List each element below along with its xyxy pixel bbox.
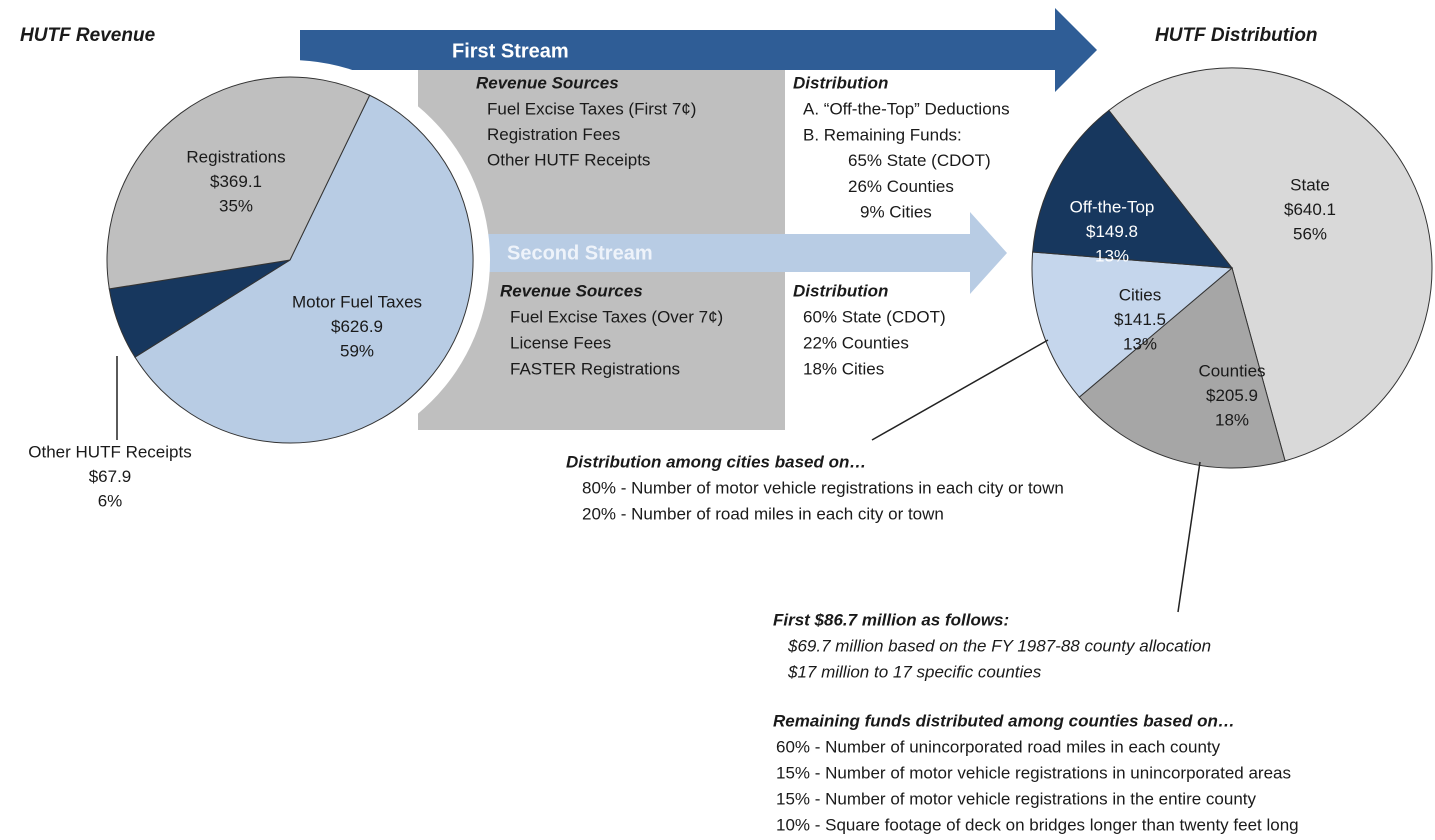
- heading: Revenue Sources: [476, 73, 619, 92]
- list-item: Fuel Excise Taxes (First 7¢): [487, 99, 696, 118]
- pie-title: HUTF Revenue: [20, 25, 156, 46]
- stream-label: First Stream: [452, 40, 569, 62]
- list-item: 60% - Number of unincorporated road mile…: [776, 737, 1221, 756]
- heading: Distribution: [793, 73, 888, 92]
- list-item: 26% Counties: [848, 177, 954, 196]
- pie-slice: [1108, 67, 1433, 462]
- pie-slice: [1032, 109, 1234, 269]
- pie-slice: [1078, 267, 1286, 469]
- list-item: 60% State (CDOT): [803, 307, 946, 326]
- stream-label: Second Stream: [507, 242, 653, 264]
- list-item: 65% State (CDOT): [848, 151, 991, 170]
- slice-label: Registrations: [186, 147, 285, 166]
- heading: Distribution: [793, 281, 888, 300]
- list-item: 22% Counties: [803, 333, 909, 352]
- slice-label: Motor Fuel Taxes: [292, 292, 422, 311]
- slice-label: 13%: [1123, 334, 1157, 353]
- list-item: $69.7 million based on the FY 1987-88 co…: [787, 636, 1211, 655]
- heading: First $86.7 million as follows:: [773, 610, 1009, 629]
- leader-line: [871, 339, 1049, 441]
- pie-slice: [106, 76, 371, 290]
- list-item: 15% - Number of motor vehicle registrati…: [776, 763, 1291, 782]
- slice-label: $205.9: [1206, 386, 1258, 405]
- list-item: Other HUTF Receipts: [487, 150, 650, 169]
- slice-label: 18%: [1215, 410, 1249, 429]
- slice-label: State: [1290, 175, 1330, 194]
- list-item: B. Remaining Funds:: [803, 125, 962, 144]
- slice-label: $640.1: [1284, 200, 1336, 219]
- list-item: 15% - Number of motor vehicle registrati…: [776, 789, 1257, 808]
- slice-label: 35%: [219, 196, 253, 215]
- slice-label: 56%: [1293, 224, 1327, 243]
- slice-label: Counties: [1198, 361, 1265, 380]
- heading: Revenue Sources: [500, 281, 643, 300]
- slice-label: 13%: [1095, 246, 1129, 265]
- first-stream-arrow: [300, 8, 1097, 92]
- list-item: 20% - Number of road miles in each city …: [582, 504, 944, 523]
- slice-label: 6%: [98, 491, 123, 510]
- list-item: Registration Fees: [487, 125, 620, 144]
- list-item: 80% - Number of motor vehicle registrati…: [582, 478, 1064, 497]
- slice-label: Cities: [1119, 285, 1162, 304]
- slice-label: 59%: [340, 341, 374, 360]
- slice-label: Off-the-Top: [1070, 197, 1155, 216]
- slice-label: $67.9: [89, 467, 132, 486]
- pie-slice: [134, 94, 474, 444]
- list-item: License Fees: [510, 333, 611, 352]
- leader-line: [1177, 461, 1201, 613]
- slice-label: $369.1: [210, 172, 262, 191]
- list-item: FASTER Registrations: [510, 359, 680, 378]
- list-item: 10% - Square footage of deck on bridges …: [776, 815, 1299, 834]
- second-stream-arrow: [487, 212, 1007, 294]
- list-item: A. “Off-the-Top” Deductions: [803, 99, 1010, 118]
- list-item: 18% Cities: [803, 359, 884, 378]
- list-item: 9% Cities: [860, 203, 932, 222]
- slice-label: $141.5: [1114, 310, 1166, 329]
- pie-title: HUTF Distribution: [1155, 25, 1318, 46]
- heading: Distribution among cities based on…: [566, 452, 866, 471]
- slice-label: $626.9: [331, 317, 383, 336]
- list-item: $17 million to 17 specific counties: [787, 662, 1042, 681]
- pie-slice: [1031, 251, 1234, 398]
- slice-label: $149.8: [1086, 222, 1138, 241]
- heading: Remaining funds distributed among counti…: [773, 711, 1235, 730]
- list-item: Fuel Excise Taxes (Over 7¢): [510, 307, 723, 326]
- slice-label: Other HUTF Receipts: [28, 442, 191, 461]
